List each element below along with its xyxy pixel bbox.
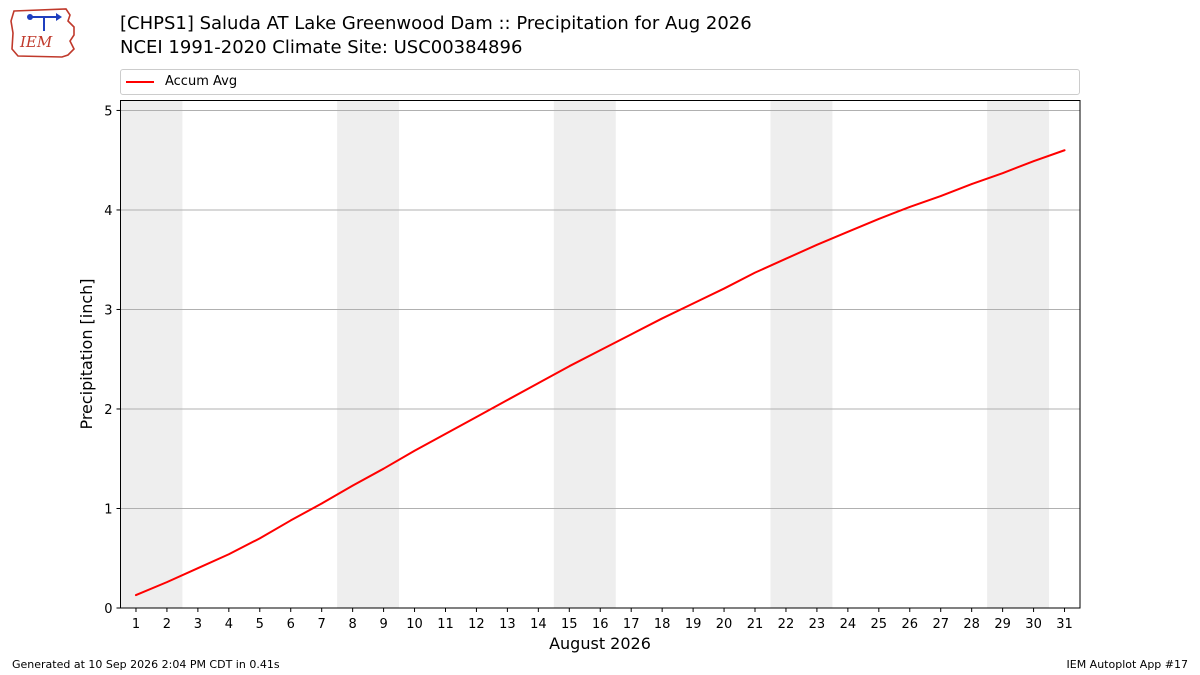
x-tick-label: 4 [225,617,233,632]
data-point [1001,172,1004,174]
x-tick-label: 12 [468,617,485,632]
x-tick-label: 7 [318,617,326,632]
data-point [166,581,168,583]
data-point [847,231,849,233]
data-point [258,537,261,540]
x-tick-label: 15 [561,617,578,632]
x-tick-label: 13 [499,617,516,632]
chart-legend: Accum Avg [120,69,1080,95]
data-point [1032,160,1035,163]
x-tick-label: 17 [623,617,640,632]
data-point [661,317,663,320]
data-point [785,257,787,260]
data-point [320,502,323,505]
x-tick-label: 29 [994,617,1011,632]
x-tick-label: 9 [379,617,387,632]
x-tick-label: 11 [437,617,454,632]
y-axis-label: Precipitation [inch] [77,278,96,429]
x-tick-label: 26 [901,617,918,632]
data-point [970,183,973,185]
weekend-shading [120,100,1050,608]
x-tick-label: 16 [592,617,609,632]
legend-line-swatch [126,81,154,83]
y-tick-label: 2 [104,403,112,418]
data-point [908,206,911,208]
x-tick-label: 1 [132,617,140,632]
data-point [351,484,354,487]
y-tick-label: 4 [104,204,112,219]
x-tick-label: 27 [932,617,949,632]
data-point [475,416,478,418]
data-point [444,433,447,435]
x-tick-label: 21 [747,617,764,632]
x-tick-label: 8 [348,617,356,632]
data-point [939,195,942,197]
x-tick-label: 6 [287,617,295,632]
data-point [723,287,725,290]
data-point [816,243,818,246]
x-tick-label: 31 [1056,617,1073,632]
data-point [692,302,694,305]
footer-generated-text: Generated at 10 Sep 2026 2:04 PM CDT in … [12,658,280,671]
data-point [878,218,880,220]
x-tick-label: 20 [716,617,733,632]
chart-subtitle: NCEI 1991-2020 Climate Site: USC00384896 [120,37,523,58]
data-point [1063,149,1066,152]
data-point [630,333,633,336]
iem-logo: IEM [10,8,75,58]
x-tick-label: 10 [406,617,423,632]
weekend-band-1 [337,100,400,608]
x-tick-label: 18 [654,617,671,632]
y-tick-label: 5 [104,104,112,119]
logo-text: IEM [19,33,53,51]
weekend-band-2 [553,100,616,608]
x-tick-label: 25 [871,617,888,632]
x-axis-label: August 2026 [549,634,651,653]
data-point [382,467,385,470]
x-tick-label: 24 [840,617,857,632]
data-point [568,365,571,367]
data-point [135,594,137,596]
x-tick-label: 3 [194,617,202,632]
data-point [537,382,540,384]
data-point [228,553,230,556]
data-point [754,271,756,274]
x-tick-label: 30 [1025,617,1042,632]
series-layer [134,149,1066,597]
legend-label: Accum Avg [165,74,238,89]
data-point [506,399,509,401]
weekend-band-0 [120,100,183,608]
footer-app-text: IEM Autoplot App #17 [1066,658,1189,671]
data-point [197,567,199,569]
x-tick-label: 28 [963,617,980,632]
y-tick-label: 0 [104,602,112,617]
y-tick-label: 1 [104,502,112,517]
x-tick-label: 2 [163,617,171,632]
x-tick-label: 14 [530,617,547,632]
weekend-band-3 [770,100,833,608]
data-point [413,449,416,452]
state-outline-shape [10,8,75,58]
data-point [289,519,292,522]
weekend-band-4 [987,100,1050,608]
chart-title: [CHPS1] Saluda AT Lake Greenwood Dam :: … [120,13,752,34]
x-tick-label: 5 [256,617,264,632]
x-axis: 1 2 3 4 5 6 7 8 9 10 11 12 13 14 15 16 17 18 19 20 21 22 23 24 2… [132,608,1073,632]
x-tick-label: 22 [778,617,795,632]
data-point [599,349,602,352]
y-axis: 0 1 2 3 4 5 [104,104,121,617]
x-tick-label: 19 [685,617,702,632]
x-tick-label: 23 [809,617,826,632]
y-tick-label: 3 [104,303,112,318]
